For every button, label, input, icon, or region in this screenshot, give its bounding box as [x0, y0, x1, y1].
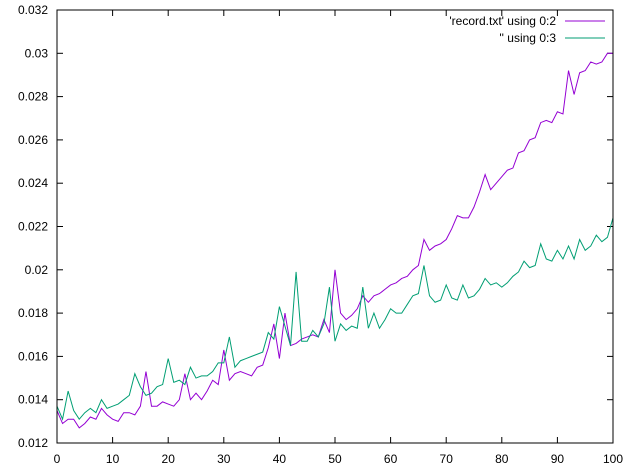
legend-label-1: '' using 0:3 [499, 31, 556, 45]
y-tick-label: 0.028 [18, 90, 48, 104]
legend-label-0: 'record.txt' using 0:2 [449, 14, 556, 28]
x-tick-label: 30 [217, 452, 231, 466]
y-tick-label: 0.016 [18, 349, 48, 363]
series-line-1 [56, 217, 614, 421]
y-tick-label: 0.018 [18, 306, 48, 320]
y-tick-label: 0.012 [18, 436, 48, 450]
legend: 'record.txt' using 0:2 '' using 0:3 [449, 14, 605, 45]
x-tick-label: 70 [440, 452, 454, 466]
x-tick-label: 0 [54, 452, 61, 466]
x-tick-label: 20 [162, 452, 176, 466]
y-tick-label: 0.02 [25, 263, 49, 277]
axis-ticks: 0.012 0.014 0.016 0.018 0.02 0.022 0.024 0.026 0… [18, 3, 623, 466]
y-tick-label: 0.022 [18, 220, 48, 234]
y-tick-label: 0.014 [18, 393, 48, 407]
x-tick-label: 90 [551, 452, 565, 466]
y-tick-label: 0.026 [18, 133, 48, 147]
y-tick-label: 0.024 [18, 176, 48, 190]
x-tick-label: 60 [384, 452, 398, 466]
series-line-0 [56, 52, 613, 429]
x-tick-label: 10 [106, 452, 120, 466]
y-tick-label: 0.03 [25, 46, 49, 60]
x-tick-label: 40 [273, 452, 287, 466]
x-tick-label: 50 [328, 452, 342, 466]
x-tick-label: 80 [495, 452, 509, 466]
y-tick-label: 0.032 [18, 3, 48, 17]
x-tick-label: 100 [603, 452, 623, 466]
series-lines [56, 52, 614, 429]
plot-frame [56, 9, 614, 444]
